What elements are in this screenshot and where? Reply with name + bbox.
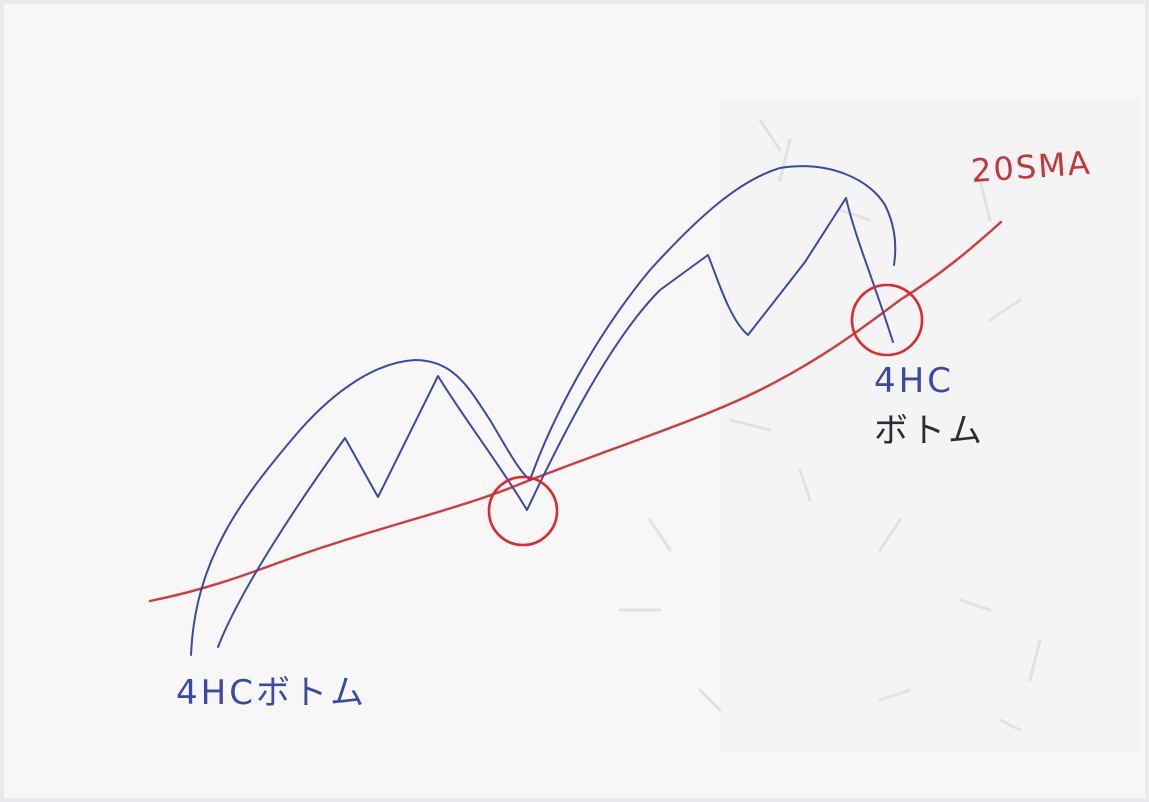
price-line-inner: [217, 197, 894, 648]
paper-sheet: [4, 4, 1145, 798]
bottom-label-right-line2: ボトム: [874, 411, 985, 451]
price-line-outer: [190, 165, 897, 656]
sma-line: [148, 220, 1003, 603]
bottom-circle-middle: [487, 475, 559, 547]
bleed-through-texture: [618, 100, 1140, 750]
bottom-label-left: 4HCボトム: [176, 673, 367, 713]
bottom-circle-right: [850, 283, 924, 357]
sma-label: 20SMA: [970, 144, 1093, 190]
bottom-label-right-line1: 4HC: [874, 361, 954, 401]
